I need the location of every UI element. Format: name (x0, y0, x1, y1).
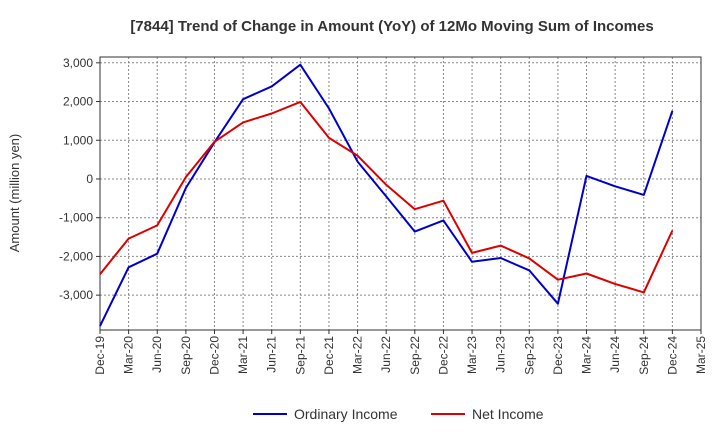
plot-area-border (99, 56, 702, 331)
x-tick-label: Dec-22 (436, 336, 450, 375)
x-tick-label: Sep-24 (637, 336, 651, 375)
y-tick-label: 0 (86, 172, 93, 186)
x-tick-label: Sep-20 (179, 336, 193, 375)
x-tick-label: Jun-22 (379, 336, 393, 373)
grid (100, 57, 701, 330)
chart-title: [7844] Trend of Change in Amount (YoY) o… (130, 18, 653, 35)
x-tick-label: Dec-24 (665, 336, 679, 375)
x-tick-label: Mar-20 (122, 336, 136, 374)
y-tick-label: -2,000 (59, 249, 93, 263)
y-tick-label: -3,000 (59, 288, 93, 302)
y-axis: 3,000 2,000 1,000 0 -1,000 -2,000 -3,000 (59, 56, 100, 302)
y-tick-label: 1,000 (63, 133, 93, 147)
x-tick-label: Sep-23 (522, 336, 536, 375)
legend-label-net-income: Net Income (472, 406, 544, 422)
x-tick-label: Jun-23 (494, 336, 508, 373)
legend-label-ordinary-income: Ordinary Income (294, 406, 398, 422)
x-tick-label: Sep-22 (408, 336, 422, 375)
y-tick-label: -1,000 (59, 211, 93, 225)
x-tick-label: Mar-21 (236, 336, 250, 374)
y-axis-label: Amount (million yen) (7, 134, 22, 253)
x-tick-label: Jun-21 (265, 336, 279, 373)
y-tick-label: 3,000 (63, 56, 93, 70)
y-tick-label: 2,000 (63, 95, 93, 109)
x-tick-label: Mar-25 (694, 336, 708, 374)
series-line-net-income (99, 100, 674, 294)
x-tick-label: Dec-23 (551, 336, 565, 375)
x-tick-label: Jun-24 (608, 336, 622, 373)
x-tick-label: Dec-19 (93, 336, 107, 375)
legend: Ordinary Income Net Income (253, 406, 544, 422)
x-tick-label: Dec-20 (207, 336, 221, 375)
x-axis: Dec-19 Mar-20 Jun-20 Sep-20 Dec-20 Mar-21 Jun-… (93, 330, 708, 375)
series-line-ordinary-income (99, 63, 674, 327)
series-lines (99, 63, 674, 327)
x-tick-label: Dec-21 (322, 336, 336, 375)
x-tick-label: Mar-23 (465, 336, 479, 374)
x-tick-label: Mar-24 (580, 336, 594, 374)
x-tick-label: Sep-21 (293, 336, 307, 375)
x-tick-label: Jun-20 (150, 336, 164, 373)
x-tick-label: Mar-22 (351, 336, 365, 374)
